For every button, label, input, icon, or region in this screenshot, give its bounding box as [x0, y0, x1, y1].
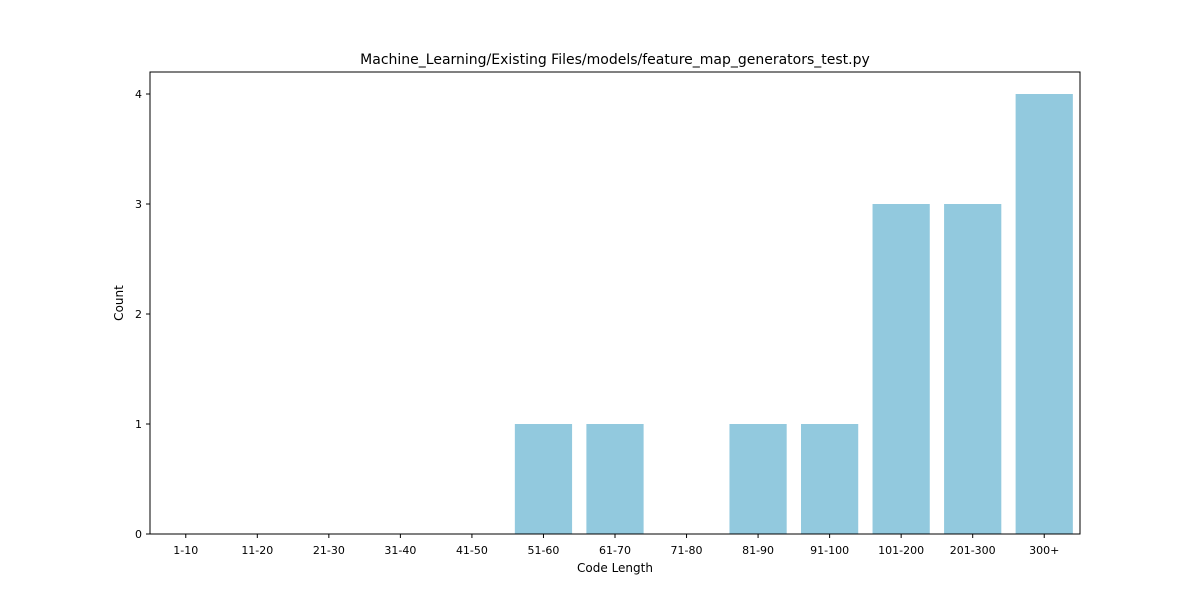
- x-tick-label: 31-40: [384, 544, 416, 557]
- y-tick-label: 1: [135, 418, 142, 431]
- y-tick-label: 0: [135, 528, 142, 541]
- y-axis-label: Count: [112, 285, 126, 321]
- x-tick-label: 41-50: [456, 544, 488, 557]
- x-tick-label: 300+: [1029, 544, 1059, 557]
- bar-81-90: [729, 424, 787, 534]
- y-tick-label: 2: [135, 308, 142, 321]
- bar-51-60: [514, 424, 573, 534]
- bar-91-100: [801, 424, 859, 534]
- bar-61-70: [586, 424, 644, 534]
- y-tick-label: 3: [135, 198, 142, 211]
- x-tick-label: 1-10: [173, 544, 198, 557]
- x-tick-label: 61-70: [599, 544, 631, 557]
- bar-201-300: [944, 204, 1002, 534]
- x-tick-label: 81-90: [742, 544, 774, 557]
- bar-101-200: [872, 204, 930, 534]
- x-tick-label: 11-20: [241, 544, 273, 557]
- y-axis: 0 1 2 3 4: [135, 88, 150, 541]
- x-tick-label: 71-80: [671, 544, 703, 557]
- chart-title: Machine_Learning/Existing Files/models/f…: [360, 52, 870, 68]
- y-tick-label: 4: [135, 88, 142, 101]
- x-tick-label: 101-200: [878, 544, 924, 557]
- x-tick-label: 51-60: [527, 544, 559, 557]
- x-tick-label: 21-30: [313, 544, 345, 557]
- x-tick-label: 201-300: [950, 544, 996, 557]
- x-axis: 1-10 11-20 21-30 31-40 41-50 51-60 61-70 71-80 8…: [173, 534, 1059, 557]
- bar-300+: [1015, 94, 1073, 534]
- x-axis-label: Code Length: [577, 561, 653, 575]
- bars-layer: [514, 94, 1073, 534]
- x-tick-label: 91-100: [810, 544, 849, 557]
